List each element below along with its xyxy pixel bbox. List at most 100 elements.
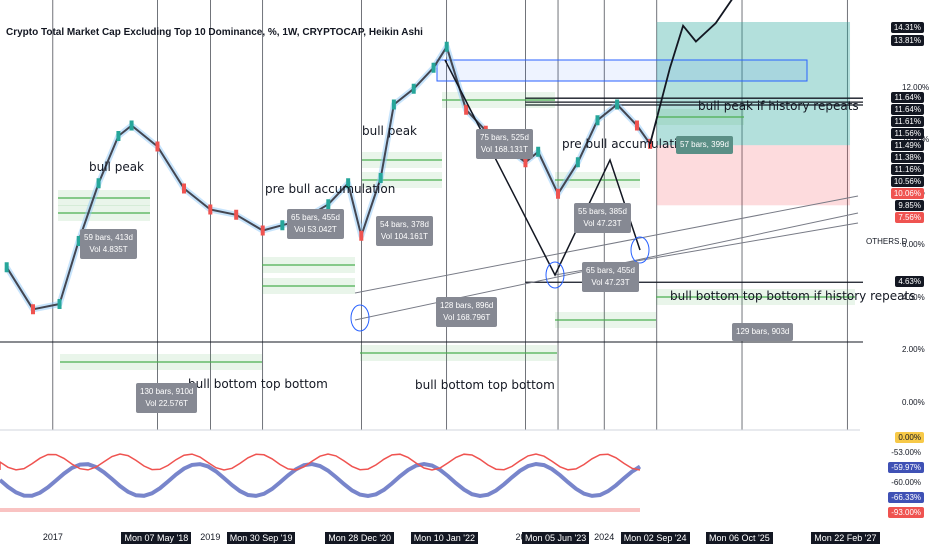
measure-box[interactable]: 75 bars, 525d Vol 168.131T [476,129,533,159]
measure-box[interactable]: 65 bars, 455d Vol 47.23T [582,262,639,292]
oscillator-band [0,508,640,512]
oscillator-level-badge: -59.97% [888,462,924,473]
candle-marker [116,131,121,141]
candle-marker [556,188,561,199]
candle-marker [536,146,541,157]
pivot-circle [630,236,650,264]
measure-box[interactable]: 57 bars, 399d [676,136,733,154]
oscillator-level-badge: -53.00% [888,447,924,458]
pivot-circle [545,261,565,289]
price-level-badge: 11.49% [891,140,924,152]
candle-marker [595,115,600,126]
candle-marker [444,41,449,52]
annotation-bull-bottom: bull bottom top bottom [188,377,328,391]
candle-marker [234,209,239,220]
candle-marker [634,120,639,131]
oscillator-wave [0,461,642,499]
price-level-badge: 7.56% [895,212,924,224]
oscillator-level-badge: -93.00% [888,507,924,518]
projection-line [649,0,733,145]
candle-marker [57,299,62,309]
y-tick-label: 0.00% [902,397,925,407]
candle-marker [155,141,160,152]
x-tick-label: Mon 28 Dec '20 [325,532,395,544]
price-level-badge: 11.61% [891,116,924,128]
price-level-badge: 14.31% [890,22,924,34]
x-tick-label: 2017 [42,532,63,542]
x-tick-label: Mon 06 Oct '25 [706,532,773,544]
symbol-label: OTHERS.D [866,237,908,246]
candle-marker [4,262,9,273]
oscillator-pane [0,430,860,530]
price-level-badge: 11.38% [891,152,924,164]
measure-box[interactable]: 128 bars, 896d Vol 168.796T [436,297,498,327]
measure-box[interactable]: 54 bars, 378d Vol 104.161T [376,216,433,246]
target-zone [656,22,851,146]
measure-box[interactable]: 130 bars, 910d Vol 22.576T [136,383,198,413]
measure-box[interactable]: 129 bars, 903d [732,323,794,341]
chart-title: Crypto Total Market Cap Excluding Top 10… [6,27,423,38]
oscillator-level-badge: 0.00% [895,432,924,443]
price-level-badge: 13.81% [890,35,924,47]
oscillator-level-badge: -66.33% [888,492,924,503]
candle-marker [464,104,469,115]
annotation-bull-peak: bull peak [362,124,418,138]
candle-marker [523,157,528,168]
price-level-badge: 11.64% [891,104,924,116]
x-tick-label: Mon 30 Sep '19 [226,532,296,544]
candle-marker [359,230,364,241]
candle-marker [31,304,36,315]
x-tick-label: Mon 07 May '18 [121,532,192,544]
y-tick-label: 6.00% [902,240,925,250]
oscillator-signal [0,453,641,471]
candle-marker [129,120,134,131]
pivot-circle [350,304,370,332]
price-level-badge: 9.85% [895,200,924,212]
candle-marker [96,178,101,189]
annotation-pre-bull-accumulation: pre bull accumulation [562,137,693,151]
candle-marker [615,99,620,110]
candle-marker [431,62,436,73]
price-level-badge: 11.16% [891,164,924,176]
x-tick-label: Mon 05 Jun '23 [522,532,590,544]
y-tick-label: 4.00% [902,292,925,302]
candle-marker [378,173,383,183]
price-level-badge: 10.56% [890,176,924,188]
y-tick-label: 10.00% [902,135,929,144]
price-level-badge: 11.64% [891,92,924,104]
x-tick-label: Mon 02 Sep '24 [620,532,690,544]
annotation-bull-bottom: bull bottom top bottom [415,378,555,392]
candle-marker [326,199,331,210]
candle-marker [208,204,213,215]
measure-box[interactable]: 59 bars, 413d Vol 4.835T [80,229,137,259]
price-level-badge: 11.56% [891,128,924,140]
price-level-badge: 10.06% [890,188,924,200]
y-tick-label: 2.00% [902,345,925,355]
candle-marker [391,99,396,110]
trend-channel-line [354,195,859,294]
candle-marker [575,157,580,168]
y-tick-label: 12.00% [902,82,930,92]
candle-marker [346,178,351,189]
x-tick-label: Mon 22 Feb '27 [811,532,880,544]
candle-marker [260,225,265,236]
annotation-bull-peak: bull peak [89,160,145,174]
annotation-pre-bull-accumulation: pre bull accumulation [265,182,396,196]
price-level-badge: 4.63% [895,276,924,288]
x-tick-label: 2019 [200,532,221,542]
annotation-bull-bottom-projection: bull bottom top bottom if history repeat… [670,289,916,303]
resistance-rectangle [436,59,808,82]
annotation-bull-peak-projection: bull peak if history repeats [698,99,859,113]
oscillator-level-badge: -60.00% [888,477,924,488]
candle-marker [280,220,285,231]
x-tick-label: 2024 [594,532,615,542]
x-tick-label: Mon 10 Jan '22 [410,532,478,544]
candle-marker [76,236,81,246]
measure-box[interactable]: 65 bars, 455d Vol 53.042T [287,209,344,239]
stop-zone [656,145,851,206]
candle-marker [411,83,416,94]
measure-box[interactable]: 55 bars, 385d Vol 47.23T [574,203,631,233]
candle-marker [181,183,186,194]
